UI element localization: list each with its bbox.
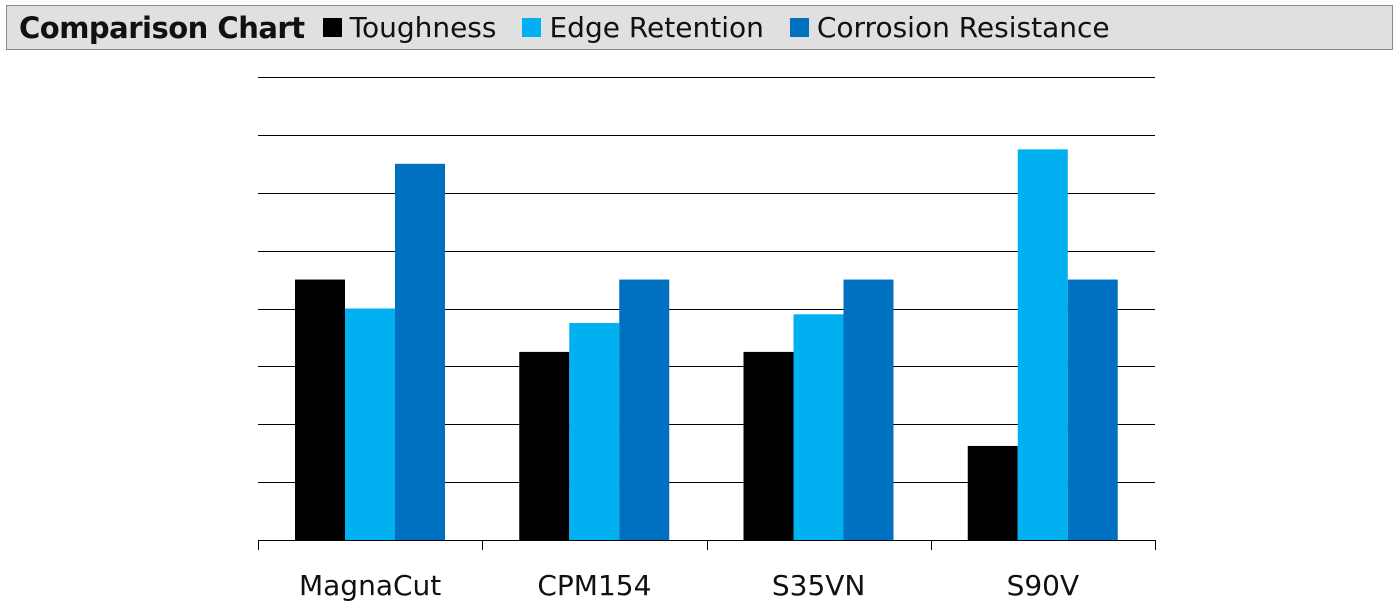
legend-swatch-corrosion-resistance [789,18,809,37]
bar-corrosion-resistance [395,163,445,540]
chart-header: Comparison Chart Toughness Edge Retentio… [6,5,1393,50]
legend-swatch-edge-retention [522,18,542,37]
legend-swatch-toughness [322,18,342,37]
bar-edge-retention [1017,149,1068,540]
bar-edge-retention [569,322,620,540]
x-tick-label: S90V [1007,569,1080,602]
bar-corrosion-resistance [619,279,670,540]
bar-corrosion-resistance [843,279,894,540]
x-tick-label: CPM154 [537,569,651,602]
legend-label-corrosion-resistance: Corrosion Resistance [816,11,1110,44]
bar-toughness [743,351,794,540]
chart-title: Comparison Chart [19,10,305,45]
x-tick-label: MagnaCut [299,569,441,602]
bar-toughness [295,279,345,540]
bar-edge-retention [793,314,844,540]
legend-item-edge-retention: Edge Retention [522,11,764,44]
bar-toughness [967,445,1018,540]
legend-label-edge-retention: Edge Retention [549,11,764,44]
legend-item-corrosion-resistance: Corrosion Resistance [789,11,1110,44]
legend-item-toughness: Toughness [322,11,497,44]
bar-corrosion-resistance [1067,279,1118,540]
legend-label-toughness: Toughness [349,11,497,44]
bar-edge-retention [345,308,395,540]
bar-toughness [519,351,570,540]
x-tick-label: S35VN [772,569,866,602]
